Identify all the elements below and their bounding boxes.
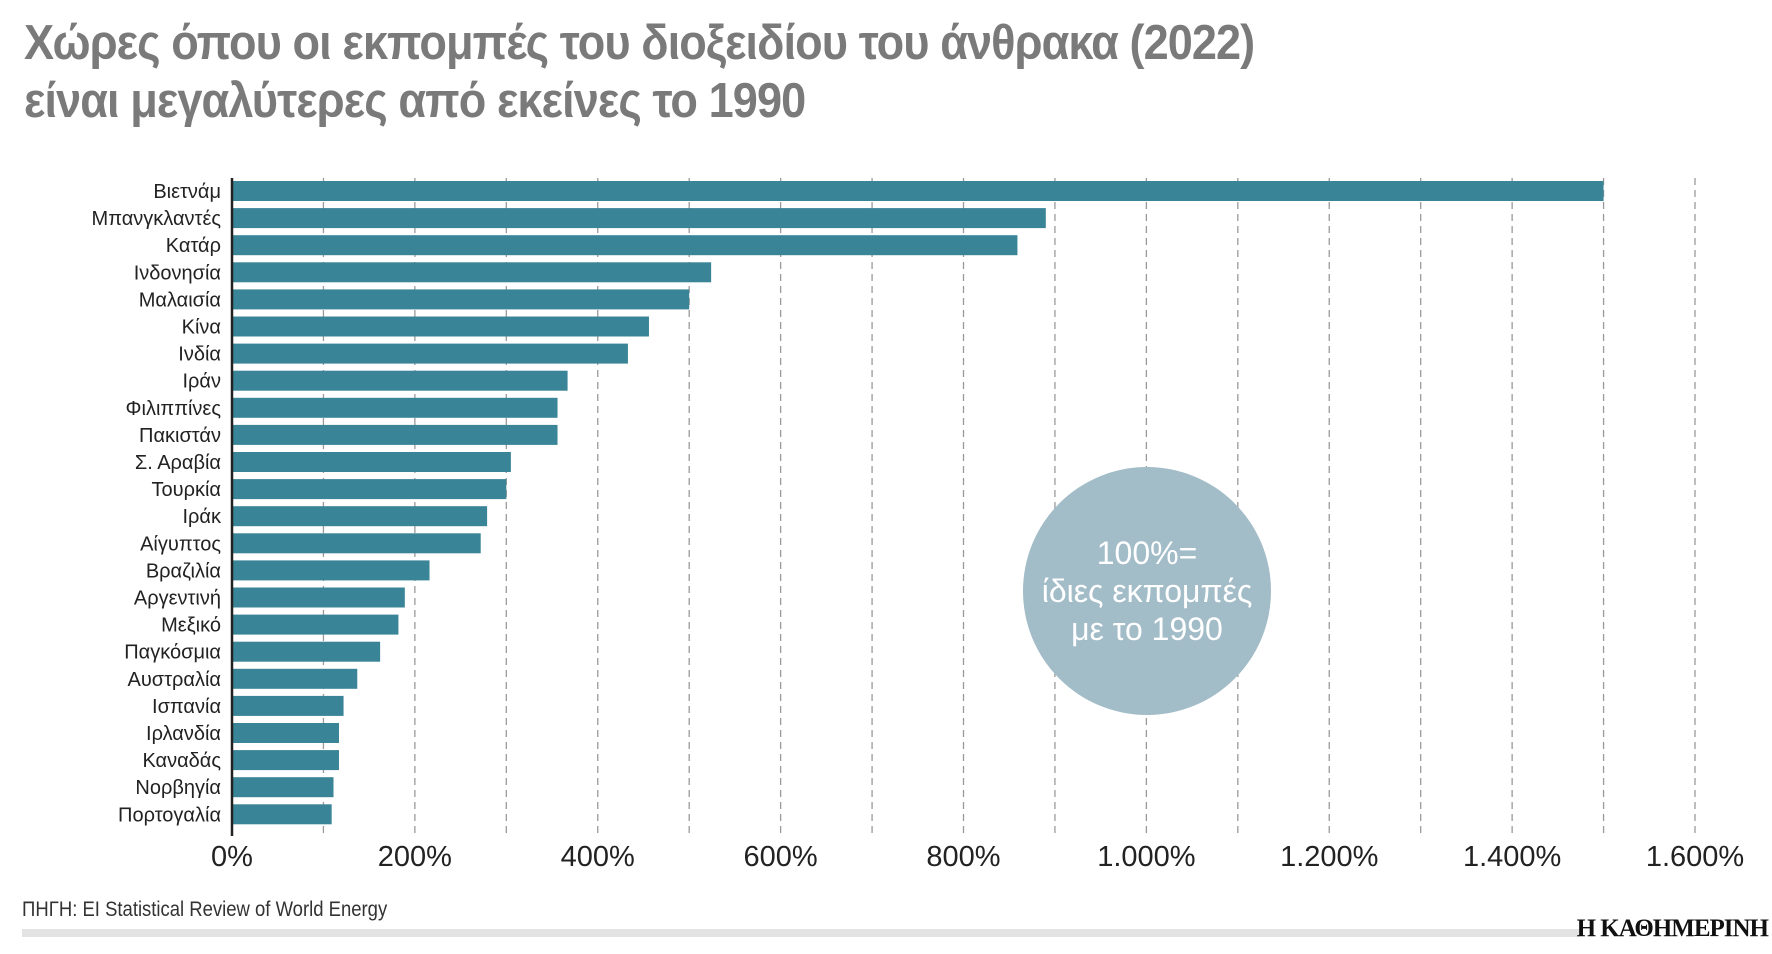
category-label: Βιετνάμ: [153, 181, 221, 203]
category-label: Φιλιππίνες: [126, 398, 222, 420]
category-label: Ιράν: [183, 371, 222, 393]
footer-rule: [22, 929, 1580, 937]
annotation-bubble: [1023, 467, 1271, 715]
bar-11: [232, 479, 507, 500]
bar-23: [232, 804, 332, 825]
x-tick-label: 600%: [744, 841, 818, 873]
category-label: Τουρκία: [152, 479, 221, 501]
chart-title: Χώρες όπου οι εκπομπές του διοξειδίου το…: [24, 14, 1588, 130]
bar-21: [232, 750, 339, 771]
category-label: Αίγυπτος: [140, 533, 221, 555]
bar-12: [232, 506, 488, 527]
category-label: Κίνα: [182, 317, 221, 339]
bar-6: [232, 343, 628, 364]
title-line-2: είναι μεγαλύτερες από εκείνες το 1990: [24, 74, 806, 128]
x-tick-label: 800%: [926, 841, 1000, 873]
category-label: Ινδονησία: [134, 262, 221, 284]
category-label: Καναδάς: [142, 750, 221, 772]
bar-10: [232, 452, 511, 472]
annotation-text-line-1: 100%=: [1097, 535, 1198, 571]
bar-2: [232, 235, 1018, 256]
category-label: Νορβηγία: [135, 777, 221, 799]
bar-19: [232, 695, 344, 716]
x-tick-label: 1.400%: [1463, 841, 1561, 873]
bar-3: [232, 262, 712, 283]
category-label: Παγκόσμια: [124, 642, 221, 664]
x-tick-label: 400%: [561, 841, 635, 873]
annotation-text-line-2: ίδιες εκπομπές: [1042, 573, 1253, 609]
bar-8: [232, 397, 558, 418]
bar-9: [232, 424, 558, 445]
category-label: Αυστραλία: [128, 669, 221, 691]
category-label: Πακιστάν: [139, 425, 221, 447]
x-tick-label: 1.200%: [1280, 841, 1378, 873]
bar-15: [232, 587, 405, 608]
bar-5: [232, 316, 649, 337]
bar-22: [232, 777, 334, 798]
category-label: Πορτογαλία: [118, 804, 221, 826]
category-label: Ιρλανδία: [146, 723, 221, 745]
bar-4: [232, 289, 690, 310]
bar-7: [232, 370, 568, 391]
x-tick-label: 0%: [211, 841, 253, 873]
publisher-logo: Η ΚΑΘΗΜΕΡΙΝΗ: [1576, 915, 1769, 942]
category-label: Σ. Αραβία: [135, 452, 221, 474]
category-label: Αργεντινή: [134, 588, 221, 610]
bar-20: [232, 723, 339, 743]
x-tick-label: 1.600%: [1646, 841, 1744, 873]
bar-14: [232, 560, 430, 581]
category-label: Ινδία: [178, 344, 221, 366]
bar-13: [232, 533, 481, 554]
x-tick-label: 200%: [378, 841, 452, 873]
category-label: Μεξικό: [161, 615, 221, 637]
category-label: Κατάρ: [166, 235, 221, 257]
title-line-1: Χώρες όπου οι εκπομπές του διοξειδίου το…: [24, 16, 1255, 70]
bar-17: [232, 641, 381, 662]
bar-16: [232, 614, 399, 635]
x-tick-label: 1.000%: [1097, 841, 1195, 873]
bar-0: [232, 181, 1604, 201]
category-label: Ισπανία: [152, 696, 221, 718]
source-note: ΠΗΓΗ: EI Statistical Review of World Ene…: [22, 898, 388, 921]
bar-1: [232, 208, 1046, 229]
bar-18: [232, 668, 358, 689]
category-label: Βραζιλία: [146, 560, 221, 582]
annotation-text-line-3: με το 1990: [1071, 611, 1223, 647]
category-label: Μαλαισία: [139, 289, 221, 311]
category-label: Ιράκ: [183, 506, 222, 528]
category-label: Μπανγκλαντές: [92, 208, 222, 230]
